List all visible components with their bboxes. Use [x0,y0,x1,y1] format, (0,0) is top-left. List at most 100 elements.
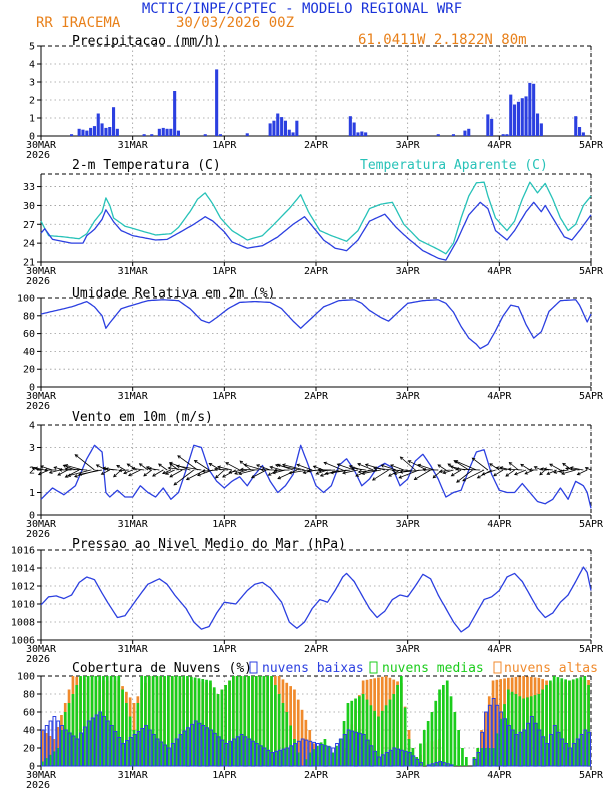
wind-arrow [67,469,91,477]
precip-bar [245,133,249,136]
x-tick-label: 2APR [304,644,329,655]
low-cloud-bar [445,763,450,767]
x-tick-label: 1APR [212,519,237,530]
mid-cloud-bar [147,676,151,766]
precip-bar [451,134,455,136]
low-cloud-bar [71,735,76,767]
x-tick-label: 1APR [212,266,237,277]
wind-arrow-head [152,473,156,477]
y-tick-label: 1 [29,488,35,499]
pressure-panel: 1006 1008 1010 1012 1014 1016 30MAR 31MAR 1APR 2A… [11,546,604,666]
wind-arrow [381,464,397,471]
low-cloud-bar [331,747,336,767]
low-cloud-bar [316,743,320,767]
low-cloud-bar [556,731,561,767]
precip-bar [280,117,284,136]
precip-bar [574,116,578,136]
mid-cloud-bar [480,748,483,766]
precip-bar [276,113,280,136]
wind-arrow-head [543,467,547,471]
wind-arrow [509,462,519,471]
low-cloud-bar [549,734,553,767]
wind-arrow-head [208,462,213,467]
wind-arrow [101,469,110,475]
mid-cloud-bar [361,694,365,766]
mid-cloud-bar [109,676,113,766]
mid-cloud-bar [529,696,533,767]
mid-cloud-bar [41,761,44,766]
low-cloud-bar [289,745,294,767]
apparent-temperature-line [40,181,592,255]
mid-cloud-bar [400,676,403,766]
low-cloud-bar [342,734,347,767]
precip-bar [436,134,440,136]
mid-cloud-bar [403,707,407,766]
low-cloud-bar [193,720,198,767]
wind-arrow [240,469,259,471]
precip-bar [203,134,207,136]
wind-arrow-head [225,462,229,466]
y-tick-label: 20 [23,365,35,376]
mid-cloud-bar [342,721,346,766]
wind-arrow-head [64,467,69,471]
x-tick-label: 31MAR [118,391,149,402]
mid-cloud-bar [415,757,418,766]
y-tick-label: 80 [23,690,35,701]
low-cloud-bar [499,711,504,767]
y-tick-label: 60 [23,329,35,340]
low-cloud-bar [484,711,488,767]
wind-arrow-head [447,463,452,467]
low-cloud-bar [518,731,523,767]
mid-cloud-bar [285,712,289,766]
precip-bar [70,134,74,136]
low-cloud-bar [537,729,542,767]
precip-bar [287,129,291,136]
wind-arrow-head [399,456,404,460]
wind-arrow [505,469,515,477]
low-cloud-bar [235,736,240,767]
mid-cloud-bar [476,748,480,766]
wind-arrow [577,469,588,475]
precip-bar [516,101,520,136]
wind-arrow [408,460,427,471]
precip-bar [89,127,93,136]
wind-arrow-head [584,467,589,471]
mid-cloud-bar [358,696,361,767]
wind-arrow-head [493,473,497,477]
mid-cloud-bar [411,748,415,766]
low-cloud-bar [369,745,374,767]
mid-cloud-bar [587,685,590,766]
wind-arrow-head [561,471,565,475]
mid-cloud-bar [182,676,185,766]
wind-arrow-head [508,461,513,466]
precip-bar [268,123,272,136]
x-tick-label: 5APR [579,391,604,402]
wind-arrow [342,469,359,474]
mid-cloud-bar [304,759,308,767]
wind-arrow-head [201,469,206,473]
wind-arrow-head [302,470,307,475]
header-run: 30/03/2026 00Z [176,15,294,31]
low-cloud-bar [48,720,53,767]
wind-arrow-head [495,466,500,470]
low-cloud-bar [361,734,366,767]
wind-arrow [325,469,347,474]
mid-cloud-bar [190,676,193,767]
wind-arrow-head [250,474,255,479]
low-cloud-bar [426,764,431,767]
low-cloud-bar [575,738,580,767]
y-tick-label: 0 [29,762,35,773]
low-cloud-bar [449,764,454,767]
wind-arrow [358,469,378,473]
wind-arrow-head [281,463,286,467]
low-cloud-bar [472,758,477,767]
mid-cloud-bar [258,676,262,766]
wind-arrow-head [39,465,44,469]
wind-arrow-head [177,455,181,459]
low-cloud-bar [247,738,252,767]
wind-arrow-head [64,474,69,478]
low-cloud-bar [102,716,106,767]
low-cloud-bar [216,736,221,767]
high-cloud-bar [296,699,300,766]
y-tick-label: 100 [17,294,35,305]
